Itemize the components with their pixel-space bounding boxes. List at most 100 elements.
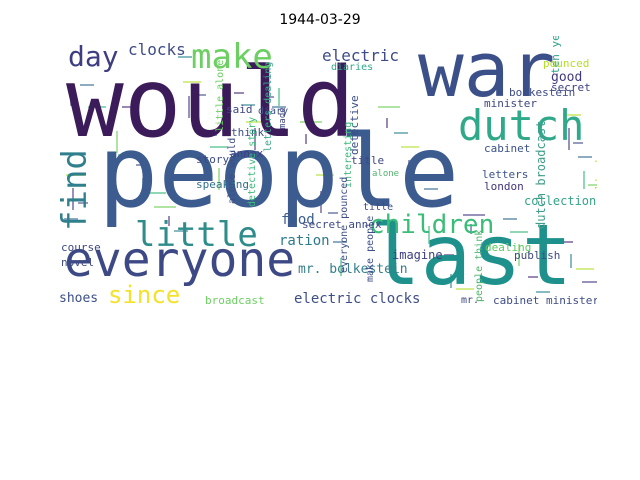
word-war: war bbox=[418, 36, 555, 114]
filler-word-mark bbox=[300, 121, 322, 123]
filler-word-mark bbox=[234, 92, 244, 94]
word-secret-annex: secret annex bbox=[302, 218, 382, 231]
word-dutch-broadcast: dutch broadcast bbox=[534, 121, 548, 229]
filler-word-mark bbox=[463, 214, 485, 216]
word-last: last bbox=[370, 206, 572, 304]
word-annex: annex bbox=[230, 147, 263, 160]
word-think: think bbox=[231, 126, 264, 139]
word-children: children bbox=[369, 210, 494, 240]
filler-word-mark bbox=[264, 96, 274, 98]
filler-word-mark bbox=[136, 164, 146, 166]
word-imagine: imagine bbox=[392, 248, 443, 262]
filler-word-mark bbox=[66, 174, 84, 176]
filler-word-mark bbox=[576, 268, 594, 270]
word-alone-would: alone would bbox=[227, 138, 238, 204]
filler-word-mark bbox=[428, 226, 430, 244]
filler-word-mark bbox=[563, 241, 573, 243]
word-day: day bbox=[68, 40, 119, 73]
word-electric: electric bbox=[322, 46, 399, 65]
word-secret: secret bbox=[551, 81, 591, 94]
filler-word-mark bbox=[310, 156, 324, 158]
word-bolkestein: bolkestein bbox=[509, 86, 575, 99]
word-little-alone: little alone bbox=[215, 60, 226, 132]
word-diaries: diaries bbox=[331, 62, 373, 73]
filler-word-mark bbox=[563, 114, 581, 116]
filler-word-mark bbox=[510, 231, 528, 233]
filler-word-mark bbox=[573, 142, 583, 144]
filler-word-mark bbox=[518, 244, 520, 266]
filler-word-mark bbox=[588, 184, 597, 186]
word-novel: novel bbox=[61, 256, 94, 269]
word-electric-clocks: electric clocks bbox=[294, 291, 420, 307]
word-letters: letters bbox=[482, 168, 528, 181]
word-would-make: would make bbox=[595, 152, 597, 206]
word-alone: alone bbox=[372, 169, 399, 179]
filler-word-mark bbox=[188, 96, 190, 118]
word-course: course bbox=[61, 241, 101, 254]
filler-word-mark bbox=[64, 218, 78, 220]
word-made: made bbox=[278, 107, 288, 129]
filler-word-mark bbox=[570, 254, 572, 268]
filler-word-mark bbox=[528, 276, 538, 278]
filler-word-mark bbox=[174, 230, 188, 232]
word-title: title bbox=[351, 154, 384, 167]
word-people-think: people think bbox=[474, 230, 485, 302]
word-publish: publish bbox=[514, 249, 560, 262]
word-broadcast: broadcast bbox=[205, 294, 265, 307]
word-make-people: make people bbox=[365, 216, 376, 282]
filler-word-mark bbox=[340, 258, 342, 276]
word-people: people bbox=[98, 113, 459, 230]
filler-word-mark bbox=[503, 218, 517, 220]
filler-word-mark bbox=[78, 202, 88, 204]
filler-word-mark bbox=[450, 274, 452, 288]
word-food: food bbox=[281, 212, 315, 228]
word-mr-bolkestein: mr. bolkestein bbox=[298, 262, 408, 277]
word-interesting: interesting bbox=[343, 122, 354, 188]
filler-word-mark bbox=[582, 281, 597, 283]
word-ten-years: ten years bbox=[549, 36, 562, 74]
filler-word-mark bbox=[154, 206, 176, 208]
filler-word-mark bbox=[183, 81, 201, 83]
word-shoes: shoes bbox=[59, 291, 98, 306]
filler-word-mark bbox=[241, 104, 255, 106]
filler-word-mark bbox=[168, 216, 170, 226]
word-little: little bbox=[135, 215, 258, 255]
filler-word-mark bbox=[148, 192, 166, 194]
filler-word-mark bbox=[456, 288, 474, 290]
filler-word-mark bbox=[401, 146, 419, 148]
word-detective-story: detective story bbox=[247, 117, 258, 207]
word-cabinet-minister: cabinet minister bbox=[493, 294, 597, 307]
filler-word-mark bbox=[178, 56, 192, 58]
filler-word-mark bbox=[394, 132, 408, 134]
filler-word-mark bbox=[333, 241, 347, 243]
word-cloud: would people war last everyone dutch make littl… bbox=[58, 36, 597, 309]
word-collection: collection bbox=[524, 194, 596, 208]
word-said: said bbox=[226, 103, 253, 116]
filler-word-mark bbox=[272, 106, 286, 108]
filler-word-mark bbox=[196, 94, 206, 96]
filler-word-mark bbox=[316, 174, 334, 176]
word-dutch: dutch bbox=[458, 101, 584, 150]
filler-word-mark bbox=[278, 88, 280, 106]
filler-word-mark bbox=[246, 121, 264, 123]
word-cloud-canvas: wouldpeoplewarlasteveryonedutchmakelittl… bbox=[58, 36, 597, 309]
filler-word-mark bbox=[70, 96, 72, 106]
filler-word-mark bbox=[444, 254, 454, 256]
filler-word-mark bbox=[416, 174, 426, 176]
filler-word-mark bbox=[218, 168, 220, 190]
word-detective: detective bbox=[348, 95, 361, 155]
filler-word-mark bbox=[378, 106, 400, 108]
filler-word-mark bbox=[328, 212, 338, 214]
filler-word-mark bbox=[72, 188, 74, 210]
filler-word-mark bbox=[536, 291, 550, 293]
filler-word-mark bbox=[142, 178, 144, 192]
filler-word-mark bbox=[568, 128, 570, 150]
filler-word-mark bbox=[408, 160, 410, 182]
filler-word-mark bbox=[320, 191, 322, 213]
filler-word-mark bbox=[470, 224, 472, 234]
word-would: would bbox=[66, 47, 355, 159]
word-everyone: everyone bbox=[64, 232, 295, 288]
filler-word-mark bbox=[122, 106, 132, 108]
figure-title: 1944-03-29 bbox=[279, 12, 361, 28]
word-everyone-pounced: everyone pounced bbox=[339, 177, 350, 273]
